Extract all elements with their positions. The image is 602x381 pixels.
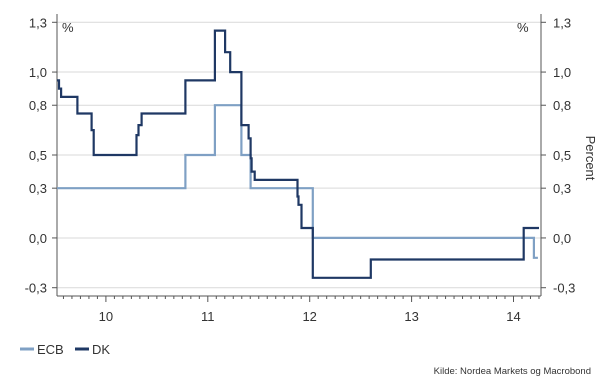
y-tick-label-left-2: 0,8	[29, 98, 47, 113]
legend: ECB DK	[20, 342, 110, 357]
x-tick-label-2: 12	[302, 309, 316, 324]
y-tick-label-left-4: 0,3	[29, 181, 47, 196]
series-lines	[57, 29, 539, 279]
right-axis-title: Percent	[583, 136, 598, 181]
legend-label-ecb: ECB	[37, 342, 64, 357]
source-note: Kilde: Nordea Markets og Macrobond	[434, 366, 591, 377]
y-tick-label-right-0: 1,3	[553, 15, 571, 30]
tick-labels: 1,3 1,3 1,0 1,0 0,8 0,8 0,5 0,5 0,3 0,3 0,0 0,0 -0,3…	[25, 15, 576, 324]
left-unit-label: %	[62, 20, 74, 35]
x-tick-label-3: 13	[404, 309, 418, 324]
axes	[52, 14, 546, 302]
y-tick-label-left-5: 0,0	[29, 231, 47, 246]
x-tick-label-4: 14	[506, 309, 520, 324]
y-tick-label-right-5: 0,0	[553, 231, 571, 246]
series-line-dk	[57, 29, 539, 279]
y-tick-label-left-3: 0,5	[29, 148, 47, 163]
right-unit-label: %	[517, 20, 529, 35]
legend-label-dk: DK	[92, 342, 110, 357]
x-tick-label-1: 11	[201, 309, 215, 324]
y-tick-label-right-4: 0,3	[553, 181, 571, 196]
y-tick-label-left-1: 1,0	[29, 65, 47, 80]
y-tick-label-right-6: -0,3	[553, 281, 575, 296]
y-tick-label-left-0: 1,3	[29, 15, 47, 30]
x-tick-label-0: 10	[99, 309, 113, 324]
y-tick-label-left-6: -0,3	[25, 281, 47, 296]
y-tick-label-right-1: 1,0	[553, 65, 571, 80]
y-tick-label-right-3: 0,5	[553, 148, 571, 163]
y-tick-label-right-2: 0,8	[553, 98, 571, 113]
